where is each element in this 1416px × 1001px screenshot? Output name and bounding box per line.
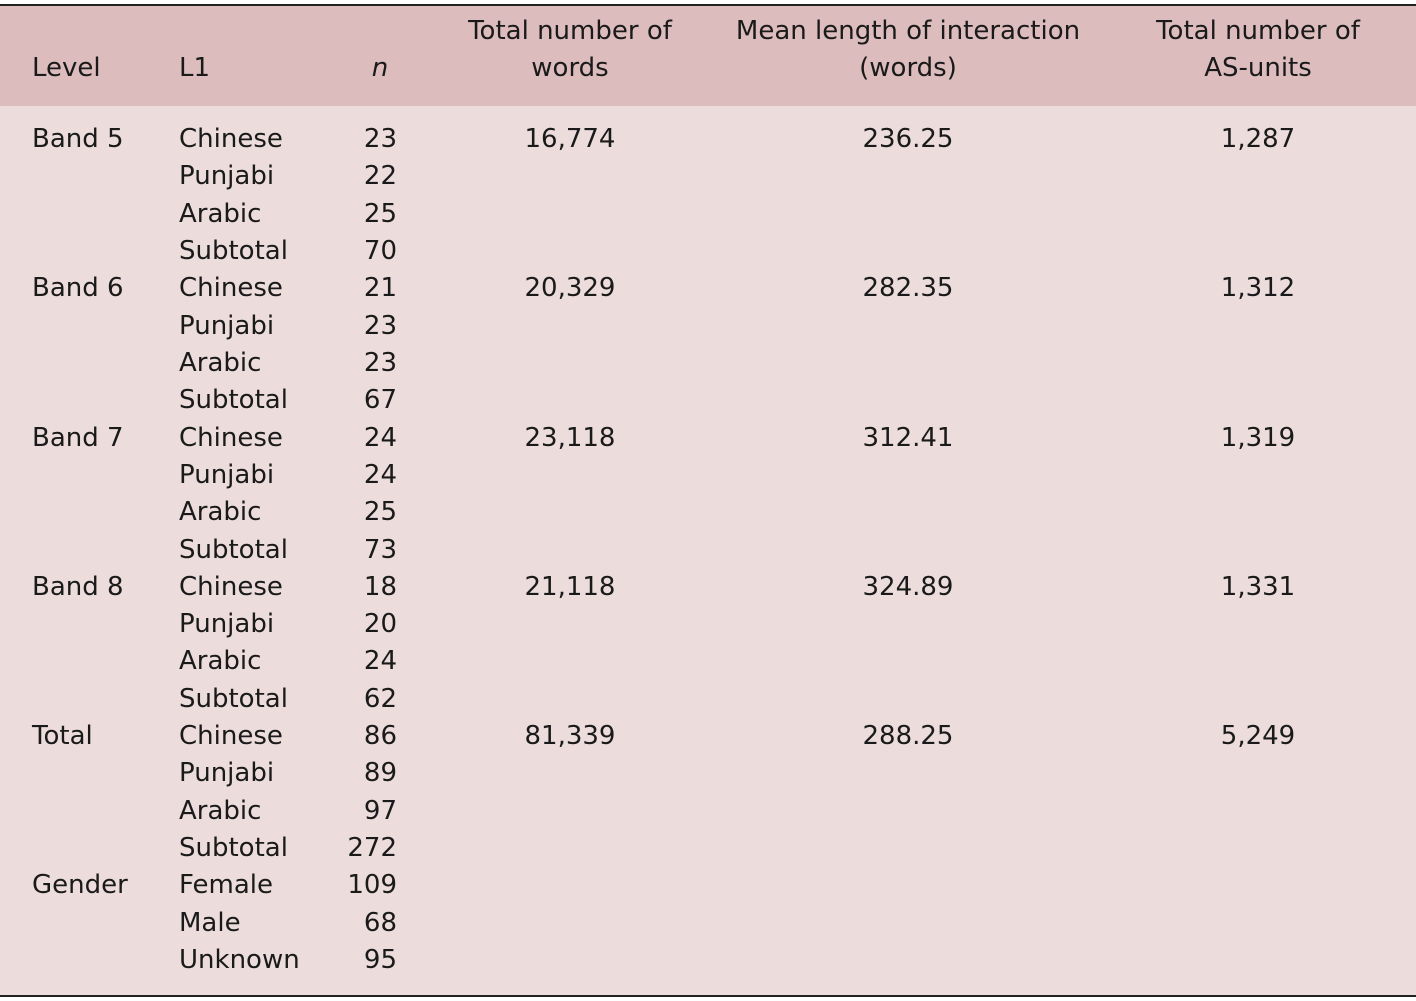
l1-label: Chinese [179,422,283,453]
value-cell: 21,118 [524,571,616,602]
l1-label: Punjabi [179,609,275,640]
n-value: 73 [363,534,397,565]
n-value: 62 [363,683,397,714]
n-value: 89 [363,758,397,789]
n-value: 23 [363,310,397,341]
l1-label: Arabic [179,198,262,229]
n-value: 68 [363,907,397,938]
n-value: 97 [363,795,397,826]
l1-label: Punjabi [179,310,275,341]
column-header: n [371,53,389,83]
value-cell: 1,287 [1220,124,1296,154]
value-cell: 5,249 [1220,721,1296,752]
n-value: 18 [363,571,397,602]
value-cell: 324.89 [862,571,954,602]
column-header: Total number of words [468,16,672,83]
l1-label: Subtotal [179,683,288,714]
l1-label: Punjabi [179,459,275,490]
level-label: Gender [32,870,128,901]
l1-label: Arabic [179,795,262,826]
l1-label: Female [179,870,274,901]
value-cell: 282.35 [862,273,954,304]
n-value: 86 [363,721,397,752]
value-cell: 23,118 [524,422,616,453]
value-cell: 312.41 [862,422,954,453]
l1-label: Unknown [179,945,300,976]
value-cell: 1,319 [1220,422,1296,453]
column-header: L1 [179,53,211,83]
n-value: 21 [363,273,397,304]
level-label: Band 8 [32,571,124,602]
value-cell: 1,312 [1220,273,1296,304]
value-cell: 20,329 [524,273,616,304]
l1-label: Male [179,907,241,938]
l1-label: Subtotal [179,385,288,416]
l1-label: Arabic [179,497,262,528]
column-header: Mean length of interaction (words) [735,16,1081,83]
l1-label: Chinese [179,721,283,752]
level-label: Total [32,721,93,752]
level-label: Band 7 [32,422,124,453]
value-cell: 16,774 [524,124,616,154]
value-cell: 1,331 [1220,571,1296,602]
l1-label: Chinese [179,571,283,602]
n-value: 95 [363,945,397,976]
n-value: 23 [363,347,397,378]
l1-label: Subtotal [179,235,288,266]
n-value: 23 [363,124,397,154]
n-value: 109 [347,870,397,901]
n-value: 24 [363,422,397,453]
n-value: 70 [363,235,397,266]
n-value: 22 [363,161,397,192]
l1-label: Punjabi [179,758,275,789]
l1-label: Punjabi [179,161,275,192]
level-label: Band 5 [32,124,124,154]
body-band [0,106,1416,997]
column-header: Level [32,53,101,83]
n-value: 25 [363,497,397,528]
value-cell: 288.25 [862,721,954,752]
l1-label: Subtotal [179,534,288,565]
value-cell: 81,339 [524,721,616,752]
n-value: 67 [363,385,397,416]
l1-label: Arabic [179,646,262,677]
l1-label: Chinese [179,273,283,304]
n-value: 272 [347,833,397,864]
l1-label: Arabic [179,347,262,378]
header-band [0,4,1416,108]
n-value: 20 [363,609,397,640]
level-label: Band 6 [32,273,124,304]
l1-label: Chinese [179,124,283,154]
column-header: Total number of AS-units [1156,16,1360,83]
n-value: 25 [363,198,397,229]
l1-label: Subtotal [179,833,288,864]
value-cell: 236.25 [862,124,954,154]
n-value: 24 [363,646,397,677]
n-value: 24 [363,459,397,490]
